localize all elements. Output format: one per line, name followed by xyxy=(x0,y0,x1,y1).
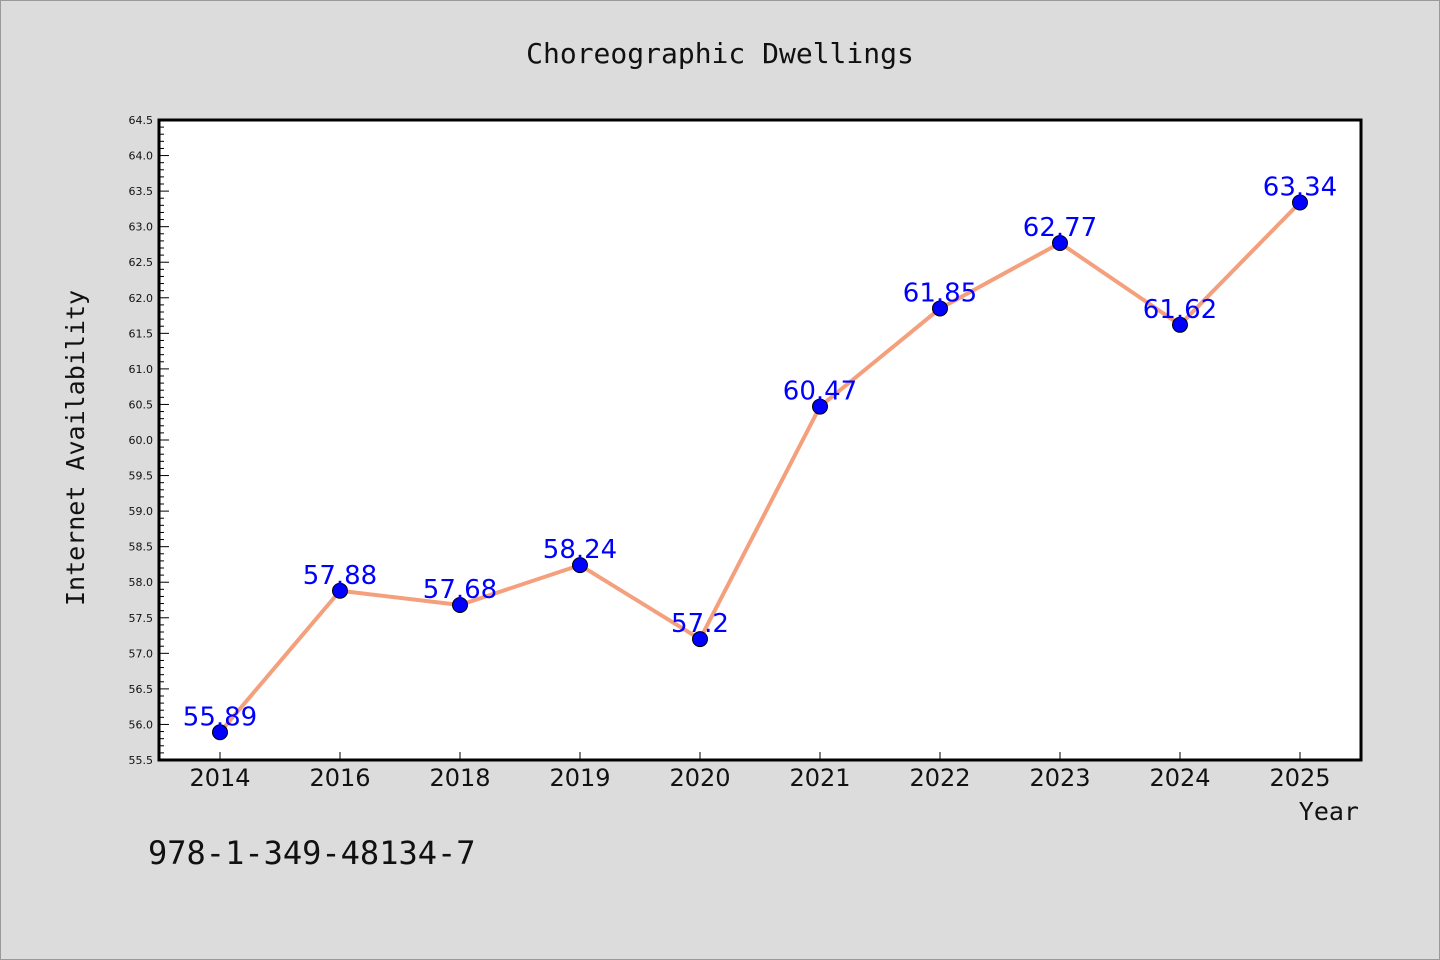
data-label: 62.77 xyxy=(1023,213,1097,243)
data-point xyxy=(332,582,348,599)
x-tick-label: 2018 xyxy=(429,764,490,792)
x-tick-label: 2022 xyxy=(909,764,970,792)
series-markers xyxy=(212,194,1308,741)
y-tick-label: 59.5 xyxy=(129,470,154,483)
data-point xyxy=(1172,316,1188,333)
y-tick-label: 63.5 xyxy=(129,185,154,198)
x-tick-label: 2019 xyxy=(549,764,610,792)
y-tick-label: 58.0 xyxy=(129,576,154,589)
y-tick-label: 57.0 xyxy=(129,647,154,660)
y-tick-label: 60.0 xyxy=(129,434,154,447)
x-tick-label: 2023 xyxy=(1029,764,1090,792)
data-label: 55.89 xyxy=(183,702,257,732)
data-point xyxy=(1052,235,1068,252)
y-tick-label: 62.0 xyxy=(129,292,154,305)
data-label: 61.85 xyxy=(903,278,977,308)
data-point xyxy=(572,557,588,574)
series-line xyxy=(218,200,1302,735)
x-tick-label: 2024 xyxy=(1149,764,1210,792)
data-label: 58.24 xyxy=(543,535,617,565)
data-label: 60.47 xyxy=(783,377,857,407)
data-label: 61.62 xyxy=(1143,295,1217,325)
data-label: 57.2 xyxy=(671,609,729,639)
data-labels: 55.89 57.88 57.68 58.24 57.2 60.47 61.85 62.77 6… xyxy=(183,172,1337,732)
y-tick-label: 57.5 xyxy=(129,612,154,625)
y-tick-label: 55.5 xyxy=(129,754,154,767)
y-tick-label: 56.0 xyxy=(129,718,154,731)
x-tick-label: 2025 xyxy=(1269,764,1330,792)
y-tick-label: 56.5 xyxy=(129,683,154,696)
x-tick-label: 2020 xyxy=(669,764,730,792)
y-tick-label: 60.5 xyxy=(129,398,154,411)
y-tick-label: 58.5 xyxy=(129,541,154,554)
y-tick-label: 61.5 xyxy=(129,327,154,340)
footnote-text: 978-1-349-48134-7 xyxy=(148,834,476,872)
data-label: 57.68 xyxy=(423,575,497,605)
x-tick-label: 2021 xyxy=(789,764,850,792)
x-tick-label: 2016 xyxy=(309,764,370,792)
x-tick-label: 2014 xyxy=(189,764,250,792)
data-point xyxy=(1292,194,1308,211)
data-point xyxy=(452,596,468,613)
y-tick-label: 64.0 xyxy=(129,150,154,163)
y-tick-label: 59.0 xyxy=(129,505,154,518)
data-point xyxy=(692,631,708,648)
data-point xyxy=(812,398,828,415)
y-tick-label: 63.0 xyxy=(129,221,154,234)
data-label: 57.88 xyxy=(303,561,377,591)
y-axis-label: Internet Availability xyxy=(61,290,90,606)
x-axis-label: Year xyxy=(1299,797,1359,826)
x-axis: 2014 2016 2018 2019 2020 2021 2022 2023 2024 2025 xyxy=(189,752,1331,792)
data-point xyxy=(932,300,948,317)
y-tick-label: 62.5 xyxy=(129,256,154,269)
data-point xyxy=(212,724,228,741)
chart-title: Choreographic Dwellings xyxy=(526,37,914,70)
plot-area xyxy=(157,118,1363,762)
y-axis: 55.5 56.0 56.5 57.0 57.5 58.0 58.5 59.0 59.5 60.0… xyxy=(129,114,169,767)
y-tick-label: 61.0 xyxy=(129,363,154,376)
data-label: 63.34 xyxy=(1263,172,1337,202)
y-tick-label: 64.5 xyxy=(129,114,154,127)
